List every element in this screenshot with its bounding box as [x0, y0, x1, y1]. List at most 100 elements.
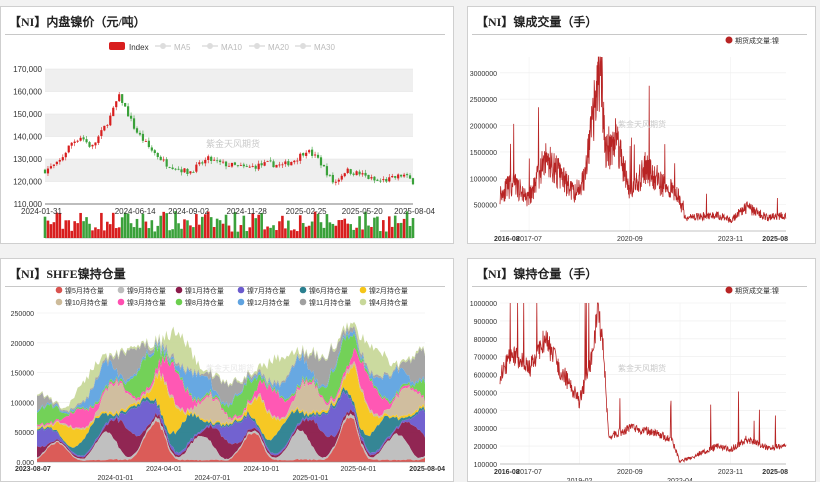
x-tick-label: 2022-04 — [667, 478, 693, 482]
candle-body — [305, 152, 308, 156]
volume-bar — [73, 221, 76, 238]
legend-marker-ma10 — [207, 43, 213, 49]
area-series-2 — [37, 413, 425, 461]
candle-body — [233, 162, 237, 165]
legend-marker — [237, 286, 245, 294]
volume-bar — [171, 229, 174, 238]
candle-body — [126, 106, 130, 117]
candle-body — [382, 179, 385, 181]
x-tick-label: 2025-01-01 — [293, 475, 329, 482]
candle-body — [400, 174, 403, 177]
volume-bar — [114, 228, 118, 238]
volume-bar — [132, 227, 136, 238]
volume-bar — [384, 231, 388, 238]
volume-bar — [364, 211, 367, 238]
candle-body — [367, 174, 370, 179]
candle-body — [64, 152, 67, 158]
volume-bar — [165, 213, 168, 238]
watermark: 紫金天风期货 — [618, 119, 666, 129]
volume-bar — [304, 226, 308, 238]
price-legend[interactable]: Index MA5 MA10 MA20 MA30 — [109, 42, 335, 52]
volume-bar — [159, 215, 163, 238]
candle-body — [275, 164, 278, 168]
candle-body — [70, 142, 73, 146]
volume-bar — [79, 212, 82, 238]
candle-body — [328, 174, 332, 176]
y-tick-label: 1000000 — [470, 176, 497, 183]
legend-label-ma30: MA30 — [314, 43, 335, 52]
candle-body — [109, 115, 112, 126]
candle-body — [141, 133, 145, 141]
oi-stack-chart-panel: 【NI】SHFE镍持仓量 镍5月持仓量 镍9月持仓量 镍1月持仓量 镍7月持仓量 镍6月… — [0, 258, 454, 482]
volume-bar — [328, 222, 332, 238]
volume-bar — [292, 229, 296, 238]
candle-body — [361, 173, 364, 175]
y-tick-label: 150,000 — [13, 110, 42, 119]
legend-label: 镍6月持仓量 — [309, 286, 348, 295]
y-tick-label: 0.000 — [16, 460, 34, 467]
area-series-12 — [37, 321, 425, 413]
candle-body — [88, 142, 91, 147]
candle-body — [79, 137, 82, 141]
candle-body — [106, 124, 109, 126]
candle-body — [171, 167, 174, 170]
x-tick-label: 2024-11-28 — [227, 207, 268, 216]
volume-legend[interactable]: 期货成交量:镍 — [725, 36, 779, 45]
legend-label: 镍2月持仓量 — [369, 286, 408, 295]
candle-body — [248, 166, 251, 168]
legend-label: 镍9月持仓量 — [127, 286, 166, 295]
candle-body — [177, 168, 180, 170]
volume-bar — [221, 223, 225, 238]
legend-label: 镍1月持仓量 — [185, 286, 224, 295]
candle-body — [180, 169, 183, 173]
candle-body — [340, 175, 343, 180]
y-tick-label: 1000000 — [470, 301, 497, 308]
candle-body — [373, 176, 376, 181]
title-divider — [5, 34, 445, 35]
volume-bar — [61, 228, 65, 238]
volume-bar — [373, 217, 376, 238]
y-tick-label: 300000 — [474, 426, 497, 433]
candle-body — [290, 161, 293, 166]
candle-body — [100, 130, 103, 136]
candle-body — [213, 159, 216, 161]
volume-bar — [278, 221, 281, 238]
series-line — [499, 56, 787, 224]
x-tick-label: 2025-08 — [762, 236, 788, 243]
volume-bar — [43, 216, 47, 238]
volume-bar — [108, 224, 112, 238]
volume-bar — [55, 212, 59, 238]
candle-body — [388, 177, 391, 182]
x-tick-label: 2025-08-04 — [409, 466, 445, 473]
y-tick-label: 2000000 — [470, 124, 497, 131]
candle-body — [402, 174, 406, 177]
volume-bar — [129, 223, 133, 238]
candle-body — [46, 168, 50, 174]
price-chart: Index MA5 MA10 MA20 MA30 110,000 120,000 130,0… — [13, 42, 436, 239]
volume-bar — [325, 214, 329, 238]
volume-bar — [322, 227, 326, 238]
legend-marker-ma30 — [300, 43, 306, 49]
volume-bar — [209, 217, 213, 238]
volume-bar — [316, 213, 320, 238]
legend-marker — [299, 286, 307, 294]
volume-bar — [111, 212, 115, 238]
legend-marker-ma20 — [254, 43, 260, 49]
oi-plot-area: 100000 200000 300000 400000 500000 600000 7000… — [470, 301, 788, 482]
candle-body — [129, 115, 133, 119]
volume-bar — [298, 215, 302, 238]
volume-bar — [46, 220, 50, 238]
legend-marker — [175, 286, 183, 294]
oi-legend[interactable]: 期货成交量:镍 — [725, 286, 779, 295]
oi-stack-legend[interactable]: 镍5月持仓量 镍9月持仓量 镍1月持仓量 镍7月持仓量 镍6月持仓量 镍2月持仓量镍10月… — [55, 286, 408, 307]
volume-bar — [150, 220, 154, 238]
volume-bar — [141, 213, 145, 238]
legend-marker — [55, 298, 63, 306]
legend-marker — [725, 286, 733, 294]
volume-bar — [126, 213, 130, 238]
volume-bar — [245, 231, 249, 238]
y-tick-label: 140,000 — [13, 133, 42, 142]
legend-marker — [359, 298, 367, 306]
legend-label: 镍12月持仓量 — [247, 298, 290, 307]
candle-body — [313, 154, 317, 156]
